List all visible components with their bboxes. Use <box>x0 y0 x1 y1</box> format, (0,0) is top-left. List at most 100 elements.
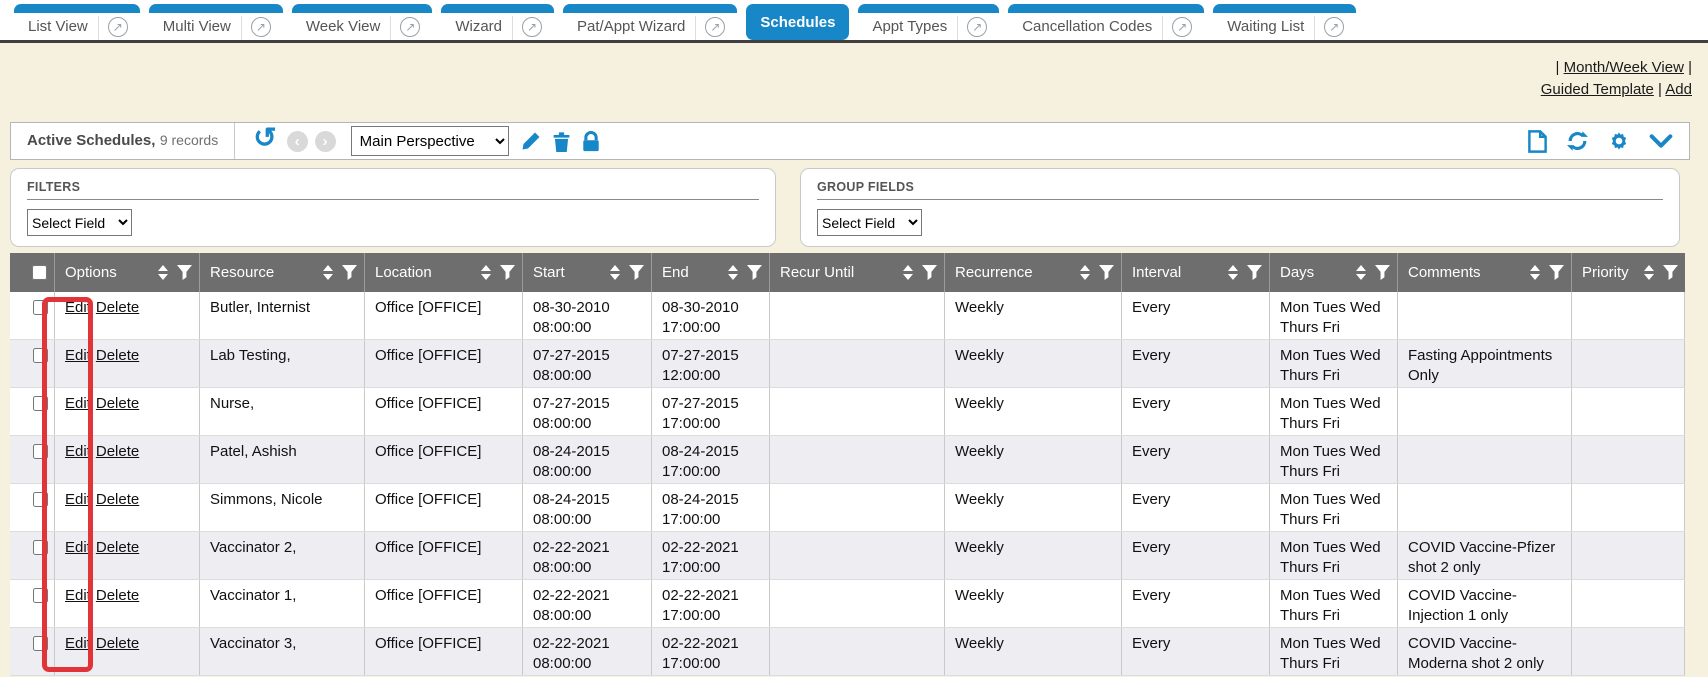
column-header-interval[interactable]: Interval <box>1122 253 1270 292</box>
edit-link[interactable]: Edit <box>65 491 91 508</box>
filters-select-field[interactable]: Select Field <box>27 209 132 236</box>
delete-link[interactable]: Delete <box>95 587 140 604</box>
filter-funnel-icon[interactable] <box>1663 265 1678 280</box>
column-header-start[interactable]: Start <box>523 253 652 292</box>
quick-links-line-2: Guided Template | Add <box>1541 79 1692 101</box>
sort-icon[interactable] <box>481 265 491 280</box>
sort-icon[interactable] <box>1356 265 1366 280</box>
tab-pat-appt-wizard[interactable]: Pat/Appt Wizard ↗ <box>563 4 738 40</box>
row-checkbox[interactable] <box>33 636 48 651</box>
sort-icon[interactable] <box>158 265 168 280</box>
filter-funnel-icon[interactable] <box>1247 265 1262 280</box>
edit-link[interactable]: Edit <box>65 347 91 364</box>
delete-link[interactable]: Delete <box>95 491 140 508</box>
tab-list-view[interactable]: List View ↗ <box>14 4 140 40</box>
previous-icon[interactable]: ‹ <box>286 130 308 152</box>
filter-funnel-icon[interactable] <box>500 265 515 280</box>
group-fields-select-field[interactable]: Select Field <box>817 209 922 236</box>
undo-icon[interactable]: ↺ <box>253 122 277 153</box>
column-header-recur-until[interactable]: Recur Until <box>770 253 945 292</box>
tab-schedules[interactable]: Schedules ↗ <box>746 4 850 40</box>
sort-icon[interactable] <box>323 265 333 280</box>
filter-funnel-icon[interactable] <box>1549 265 1564 280</box>
tab-appt-types[interactable]: Appt Types ↗ <box>858 4 1000 40</box>
edit-link[interactable]: Edit <box>65 587 91 604</box>
tab-cancellation-codes[interactable]: Cancellation Codes ↗ <box>1008 4 1205 40</box>
filter-funnel-icon[interactable] <box>922 265 937 280</box>
row-checkbox[interactable] <box>33 300 48 315</box>
chevron-down-icon[interactable] <box>1649 134 1673 148</box>
column-header-location[interactable]: Location <box>365 253 523 292</box>
edit-link[interactable]: Edit <box>65 299 91 316</box>
tab-waiting-list[interactable]: Waiting List ↗ <box>1213 4 1357 40</box>
edit-link[interactable]: Edit <box>65 539 91 556</box>
group-fields-panel: GROUP FIELDS Select Field <box>800 168 1680 247</box>
sort-icon[interactable] <box>610 265 620 280</box>
guided-template-link[interactable]: Guided Template <box>1540 81 1654 98</box>
next-icon[interactable]: › <box>314 130 336 152</box>
filter-funnel-icon[interactable] <box>629 265 644 280</box>
delete-link[interactable]: Delete <box>95 347 140 364</box>
column-header-priority[interactable]: Priority <box>1572 253 1685 292</box>
external-link-icon[interactable]: ↗ <box>1324 16 1345 37</box>
edit-link[interactable]: Edit <box>65 395 91 412</box>
lock-icon[interactable] <box>582 130 600 152</box>
month-week-view-link[interactable]: Month/Week View <box>1563 59 1684 76</box>
start-cell: 08-30-2010 08:00:00 <box>523 292 652 339</box>
add-link[interactable]: Add <box>1665 81 1692 98</box>
location-cell: Office [OFFICE] <box>365 580 523 627</box>
row-checkbox[interactable] <box>33 540 48 555</box>
refresh-icon[interactable] <box>1566 130 1589 152</box>
delete-link[interactable]: Delete <box>95 395 140 412</box>
row-checkbox[interactable] <box>33 396 48 411</box>
edit-pencil-icon[interactable] <box>521 131 541 151</box>
column-header-options[interactable]: Options <box>55 253 200 292</box>
external-link-icon[interactable]: ↗ <box>1172 16 1193 37</box>
tab-divider <box>1314 16 1316 40</box>
edit-link[interactable]: Edit <box>65 443 91 460</box>
column-header-comments[interactable]: Comments <box>1398 253 1572 292</box>
tab-multi-view[interactable]: Multi View ↗ <box>148 4 283 40</box>
sort-icon[interactable] <box>903 265 913 280</box>
delete-link[interactable]: Delete <box>95 443 140 460</box>
tab-week-view[interactable]: Week View ↗ <box>291 4 433 40</box>
sort-icon[interactable] <box>728 265 738 280</box>
sort-icon[interactable] <box>1530 265 1540 280</box>
delete-link[interactable]: Delete <box>95 299 140 316</box>
select-all-checkbox[interactable] <box>32 265 47 280</box>
perspective-select[interactable]: Main Perspective <box>350 126 509 156</box>
row-checkbox[interactable] <box>33 348 48 363</box>
filter-funnel-icon[interactable] <box>1375 265 1390 280</box>
filter-funnel-icon[interactable] <box>177 265 192 280</box>
days-cell: Mon Tues Wed Thurs Fri <box>1270 484 1398 531</box>
external-link-icon[interactable]: ↗ <box>107 16 128 37</box>
row-checkbox[interactable] <box>33 588 48 603</box>
sort-icon[interactable] <box>1228 265 1238 280</box>
filter-funnel-icon[interactable] <box>342 265 357 280</box>
delete-link[interactable]: Delete <box>95 539 140 556</box>
tab-wizard[interactable]: Wizard ↗ <box>441 4 555 40</box>
table-row: Edit Delete Patel, Ashish Office [OFFICE]… <box>10 436 1685 484</box>
column-header-recurrence[interactable]: Recurrence <box>945 253 1122 292</box>
separator: | <box>1658 81 1662 98</box>
row-checkbox[interactable] <box>33 444 48 459</box>
row-checkbox[interactable] <box>33 492 48 507</box>
tab-label: Week View <box>305 18 381 35</box>
sort-icon[interactable] <box>1644 265 1654 280</box>
filter-funnel-icon[interactable] <box>1099 265 1114 280</box>
column-header-end[interactable]: End <box>652 253 770 292</box>
external-link-icon[interactable]: ↗ <box>522 16 543 37</box>
column-header-resource[interactable]: Resource <box>200 253 365 292</box>
filter-funnel-icon[interactable] <box>747 265 762 280</box>
column-header-days[interactable]: Days <box>1270 253 1398 292</box>
external-link-icon[interactable]: ↗ <box>705 16 726 37</box>
delete-trash-icon[interactable] <box>552 131 571 152</box>
external-link-icon[interactable]: ↗ <box>967 16 988 37</box>
external-link-icon[interactable]: ↗ <box>400 16 421 37</box>
delete-link[interactable]: Delete <box>95 635 140 652</box>
new-document-icon[interactable] <box>1528 129 1547 153</box>
gear-icon[interactable] <box>1608 130 1630 152</box>
edit-link[interactable]: Edit <box>65 635 91 652</box>
external-link-icon[interactable]: ↗ <box>250 16 271 37</box>
sort-icon[interactable] <box>1080 265 1090 280</box>
